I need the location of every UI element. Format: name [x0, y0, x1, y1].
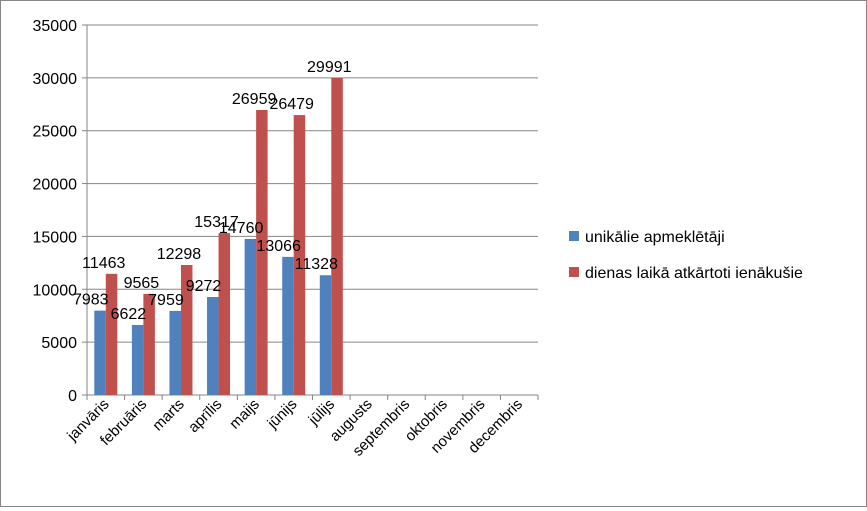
bars [94, 77, 343, 396]
legend-swatch [569, 267, 579, 277]
y-tick-label: 20000 [33, 177, 78, 194]
bar-unique [244, 238, 257, 395]
y-tick-label: 25000 [33, 124, 78, 141]
y-tick-label: 35000 [33, 18, 78, 35]
data-label: 9565 [124, 275, 160, 292]
bar-unique [94, 310, 106, 395]
data-label: 14760 [219, 220, 264, 237]
gridlines [87, 24, 538, 343]
data-label: 26959 [232, 91, 277, 108]
bar-repeat [331, 77, 343, 396]
data-label: 29991 [307, 59, 352, 76]
data-label: 11463 [82, 255, 125, 272]
bar-repeat [105, 273, 118, 395]
data-label: 6622 [111, 306, 147, 323]
data-label: 13066 [256, 238, 301, 255]
y-tick-label: 15000 [33, 229, 78, 246]
y-tick-label: 5000 [41, 335, 77, 352]
data-label: 15317 [194, 214, 239, 231]
bar-unique [282, 256, 294, 395]
bar-repeat [180, 264, 193, 395]
data-label: 11328 [295, 256, 338, 273]
bar-repeat [143, 293, 155, 395]
x-category-label: maijs [226, 396, 263, 433]
data-label: 12298 [157, 246, 202, 263]
legend-label: unikālie apmeklētāji [585, 229, 725, 246]
x-category-label: jūnijs [264, 396, 301, 433]
data-label: 7983 [73, 292, 109, 309]
data-label: 7959 [148, 292, 184, 309]
bar-repeat [218, 233, 231, 395]
data-label: 26479 [269, 96, 314, 113]
y-tick-label: 10000 [33, 282, 78, 299]
y-tick-label: 30000 [33, 71, 78, 88]
bar-unique [169, 310, 181, 395]
x-category-label: jūlijs [305, 396, 338, 429]
y-tick-label: 0 [68, 388, 77, 405]
bar-repeat [293, 115, 306, 396]
bar-repeat [256, 110, 268, 396]
legend-label: dienas laikā atkārtoti ienākušie [585, 265, 803, 282]
x-category-label: marts [149, 396, 188, 435]
legend: unikālie apmeklētāji dienas laikā atkārto… [569, 229, 803, 282]
legend-swatch [569, 231, 579, 241]
bar-unique [131, 324, 144, 395]
bar-unique [207, 296, 219, 395]
x-category-label: aprīlis [185, 396, 225, 436]
data-label: 9272 [186, 278, 222, 295]
bar-unique [319, 275, 332, 395]
